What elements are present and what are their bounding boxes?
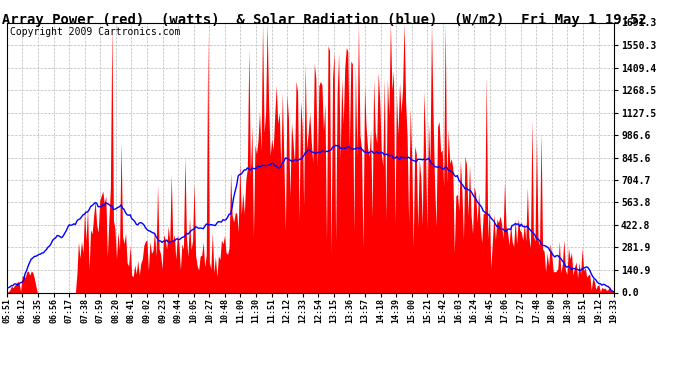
- Text: East Array Power (red)  (watts)  & Solar Radiation (blue)  (W/m2)  Fri May 1 19:: East Array Power (red) (watts) & Solar R…: [0, 13, 647, 27]
- Text: Copyright 2009 Cartronics.com: Copyright 2009 Cartronics.com: [10, 27, 180, 36]
